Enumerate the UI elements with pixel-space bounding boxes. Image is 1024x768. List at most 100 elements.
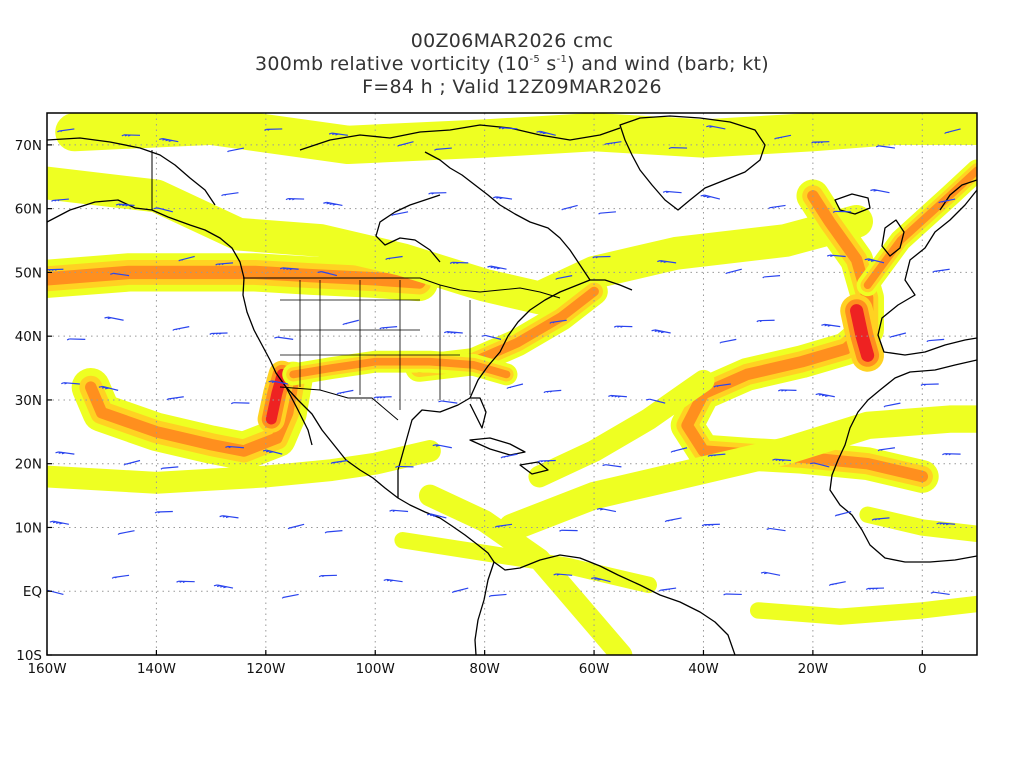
south-america-coast: [493, 554, 736, 655]
lon-label: 120W: [246, 661, 285, 677]
wind-barb: [815, 393, 835, 398]
wind-barb: [553, 573, 573, 576]
wind-barb: [549, 319, 567, 324]
wind-barb: [111, 574, 130, 579]
wind-barb: [543, 389, 562, 394]
lat-label: 70N: [15, 138, 42, 154]
title-line-2-prefix: 300mb relative vorticity (10: [255, 53, 530, 75]
chart-title: 00Z06MAR2026 cmc 300mb relative vorticit…: [0, 30, 1024, 99]
british-isles: [881, 219, 905, 257]
wind-barb: [613, 325, 633, 328]
wind-barb: [47, 268, 64, 272]
arctic-islands: [299, 124, 621, 151]
wind-barb: [323, 201, 343, 207]
wind-barb: [725, 268, 742, 275]
wind-barb: [657, 260, 677, 264]
wind-barb: [871, 517, 890, 521]
lat-label: 10N: [15, 520, 42, 536]
wind-barb: [451, 587, 469, 593]
wind-barb: [926, 338, 945, 343]
wind-barb: [700, 194, 721, 200]
wind-barb: [121, 134, 141, 137]
lat-lon-grid: [47, 113, 977, 655]
wind-barb: [865, 587, 885, 591]
wind-barb: [160, 466, 179, 470]
wind-barb: [774, 134, 792, 140]
wind-barb: [178, 255, 195, 262]
wind-barb: [383, 578, 403, 583]
wind-barb: [875, 145, 896, 149]
wind-barb: [506, 383, 524, 389]
wind-barb: [664, 517, 682, 523]
wind-barb: [227, 147, 245, 153]
wind-barb: [391, 211, 409, 217]
wind-barb: [707, 453, 726, 457]
wind-barb: [274, 336, 294, 340]
plot-area: [47, 113, 977, 655]
vorticity-band-central-atl-streak-0: [528, 369, 715, 488]
us-east-coast: [469, 279, 633, 399]
vorticity-band-west-africa-streak-0: [859, 506, 977, 542]
wind-barb: [481, 334, 502, 340]
wind-barb: [449, 261, 469, 265]
vorticity-band-arctic-streak-0: [55, 113, 977, 165]
baja-peninsula: [285, 386, 313, 446]
wind-barb: [123, 459, 141, 466]
wind-barb: [877, 447, 896, 452]
wind-barb: [701, 523, 720, 527]
wind-barb: [221, 192, 239, 197]
lon-label: 40W: [688, 661, 719, 677]
africa-coast: [829, 359, 977, 563]
lon-label: 140W: [137, 661, 176, 677]
wind-barb: [821, 323, 841, 328]
wind-barb: [719, 338, 737, 344]
wind-barb: [832, 210, 852, 213]
wind-barb: [330, 459, 348, 465]
wind-barb: [488, 593, 507, 598]
wind-barb: [592, 255, 611, 259]
wind-barb: [279, 267, 299, 271]
us-state-lines: [280, 280, 471, 410]
wind-barb: [434, 147, 452, 151]
title-line-2: 300mb relative vorticity (10-5 s-1) and …: [0, 53, 1024, 76]
alaska-coast: [47, 137, 216, 206]
wind-barb: [209, 332, 228, 335]
wind-barb: [811, 141, 830, 144]
wind-barb: [834, 510, 852, 517]
latitude-axis-labels: 70N 60N 50N 40N 30N 20N 10N EQ 10S: [15, 138, 52, 664]
vorticity-band-scandinavia-arc-2: [863, 166, 977, 290]
wind-barb: [213, 584, 234, 589]
wind-barb: [66, 338, 86, 341]
title-line-2-suffix: ) and wind (barb; kt): [567, 53, 769, 75]
vorticity-band-baja-low-2: [265, 368, 288, 425]
wind-barb: [176, 580, 195, 583]
wind-barb: [432, 444, 452, 449]
hispaniola: [519, 461, 549, 475]
wind-barb: [336, 389, 354, 395]
gulf-coast: [397, 397, 487, 498]
wind-barb: [889, 332, 907, 338]
wind-barb: [438, 400, 458, 404]
wind-barb: [670, 447, 688, 453]
wind-barb: [385, 255, 403, 261]
wind-barb: [772, 458, 792, 462]
wind-barb: [397, 141, 414, 147]
vorticity-band-southern-stream-us-2: [289, 357, 511, 379]
title-line-1: 00Z06MAR2026 cmc: [410, 30, 614, 52]
hudson-bay: [375, 194, 441, 263]
wind-barb: [215, 262, 234, 266]
wind-barb: [920, 383, 939, 386]
lon-label: 100W: [356, 661, 395, 677]
title-line-3: F=84 h ; Valid 12Z09MAR2026: [362, 76, 662, 98]
wind-barb: [762, 275, 781, 279]
wind-barb: [117, 530, 135, 535]
wind-barb: [756, 319, 775, 323]
wind-barb: [883, 402, 901, 408]
wind-barb: [373, 396, 392, 399]
north-america-coastline: [47, 199, 495, 563]
canada-east-coast: [424, 151, 591, 281]
wind-barb: [870, 189, 890, 194]
wind-barb: [172, 326, 190, 331]
wind-barb: [264, 128, 283, 131]
vorticity-band-s-atlantic-streak-0: [750, 595, 977, 625]
